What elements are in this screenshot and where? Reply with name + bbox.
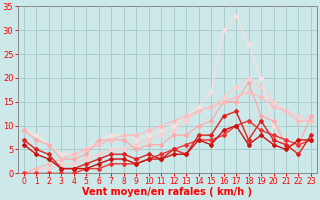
X-axis label: Vent moyen/en rafales ( km/h ): Vent moyen/en rafales ( km/h ) <box>82 187 252 197</box>
